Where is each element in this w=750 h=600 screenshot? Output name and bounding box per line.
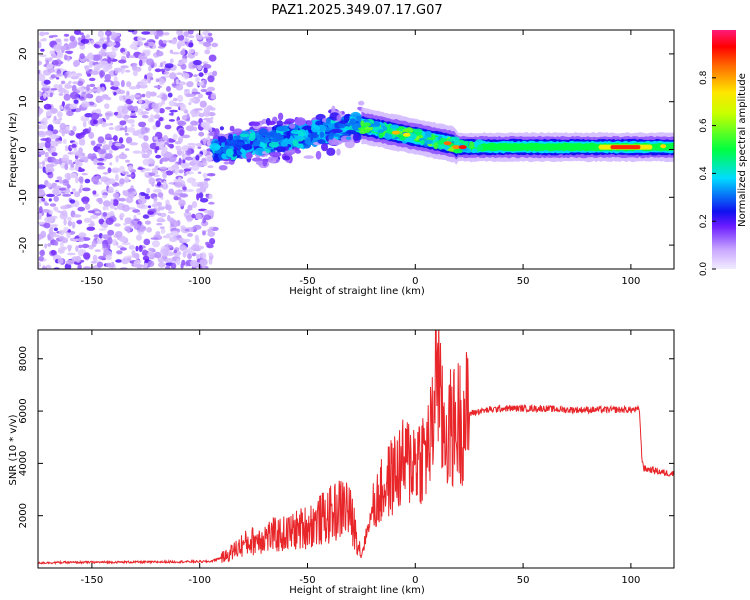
hot-spot	[458, 145, 467, 150]
transition-band	[209, 100, 365, 171]
heatmap-x-tick-label: 50	[517, 276, 530, 287]
snr-y-axis-label: SNR (10 * v/v)	[8, 414, 19, 485]
heatmap-y-tick-label: 0	[18, 146, 29, 152]
colorbar-tick-label: 0.4	[699, 166, 709, 181]
snr-frame	[37, 329, 675, 569]
heatmap-x-tick-label: -50	[299, 276, 315, 287]
colorbar-label: Normalized spectral amplitude	[737, 73, 748, 227]
hot-spot	[391, 130, 400, 135]
hot-spot	[402, 132, 411, 137]
heatmap-y-tick-label: 10	[18, 95, 29, 108]
snr-y-tick-label: 4000	[18, 451, 29, 476]
main-signal-trace	[357, 107, 674, 165]
snr-x-tick-label: -150	[81, 575, 104, 586]
hot-spot	[443, 141, 452, 146]
heatmap-y-axis-label: Frequency (Hz)	[8, 112, 19, 188]
snr-x-tick-label: -50	[299, 575, 315, 586]
chart-title: PAZ1.2025.349.07.17.G07	[271, 3, 442, 18]
heatmap-x-tick-label: 0	[412, 276, 418, 287]
heatmap-y-tick-label: -20	[18, 237, 29, 253]
hot-spot	[660, 144, 667, 149]
snr-x-axis-label: Height of straight line (km)	[289, 585, 425, 596]
heatmap-y-tick-label: -10	[18, 189, 29, 205]
snr-y-tick-label: 8000	[18, 346, 29, 371]
snr-y-tick-label: 2000	[18, 503, 29, 528]
snr-x-tick-label: 0	[412, 575, 418, 586]
colorbar-tick-label: 0.0	[699, 262, 709, 277]
noise-region	[38, 30, 219, 269]
heatmap-x-tick-label: -150	[81, 276, 104, 287]
heatmap-x-tick-label: 100	[621, 276, 640, 287]
snr-y-tick-label: 6000	[18, 398, 29, 423]
snr-x-tick-label: 50	[517, 575, 530, 586]
hot-spot	[452, 145, 461, 150]
colorbar-tick-label: 0.6	[699, 118, 709, 133]
heatmap-x-tick-label: -100	[188, 276, 211, 287]
heatmap-x-axis-label: Height of straight line (km)	[289, 286, 425, 297]
snr-line	[38, 330, 674, 566]
snr-x-tick-label: -100	[188, 575, 211, 586]
colorbar	[712, 30, 736, 269]
spectrogram	[38, 30, 674, 269]
colorbar-tick-label: 0.8	[699, 70, 709, 85]
heatmap-y-tick-label: 20	[18, 48, 29, 61]
peak-amplitude-band	[598, 144, 667, 150]
snr-x-tick-label: 100	[621, 575, 640, 586]
colorbar-tick-label: 0.2	[699, 214, 709, 228]
